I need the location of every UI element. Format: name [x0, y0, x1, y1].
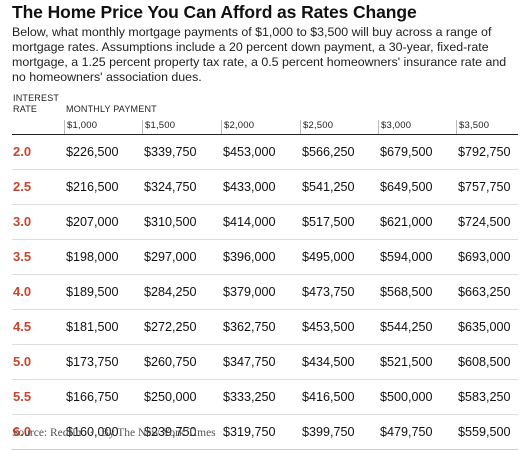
rate-header-line1: INTEREST — [13, 93, 60, 103]
source-separator: · — [89, 427, 94, 439]
home-price-cell: $396,000 — [223, 250, 276, 264]
table-body: 2.0 $226,500 $339,750 $453,000 $566,250 $679,… — [12, 135, 518, 450]
rate-cell: 6.0 — [13, 424, 32, 439]
home-price-cell: $333,250 — [223, 390, 276, 404]
home-price-cell: $693,000 — [458, 250, 511, 264]
home-price-cell: $521,500 — [380, 355, 433, 369]
home-price-cell: $649,500 — [380, 180, 433, 194]
home-price-cell: $362,750 — [223, 320, 276, 334]
rate-cell: 5.0 — [13, 354, 32, 369]
home-price-cell: $479,750 — [380, 425, 433, 439]
source-line: Source: Redfin · By The New York Times — [12, 427, 216, 440]
home-price-cell: $189,500 — [66, 285, 119, 299]
chart-container: The Home Price You Can Afford as Rates C… — [12, 2, 520, 450]
home-price-cell: $500,000 — [380, 390, 433, 404]
table-row: 5.5 $166,750 $250,000 $333,250 $416,500 $500,… — [12, 380, 518, 415]
home-price-cell: $663,250 — [458, 285, 511, 299]
rate-column-header: INTEREST RATE — [13, 93, 63, 115]
table-row: 5.0 $173,750 $260,750 $347,750 $434,500 $521,… — [12, 345, 518, 380]
rate-cell: 3.0 — [13, 214, 32, 229]
column-header-amount: $3,000 — [378, 120, 411, 134]
home-price-cell: $379,000 — [223, 285, 276, 299]
chart-title: The Home Price You Can Afford as Rates C… — [12, 2, 417, 22]
home-price-cell: $594,000 — [380, 250, 433, 264]
monthly-payment-header: MONTHLY PAYMENT — [66, 104, 157, 114]
column-header-amount: $1,500 — [142, 120, 175, 134]
home-price-cell: $559,500 — [458, 425, 511, 439]
table-row: 4.5 $181,500 $272,250 $362,750 $453,500 $544,… — [12, 310, 518, 345]
rate-header-line2: RATE — [13, 104, 38, 114]
home-price-cell: $272,250 — [144, 320, 197, 334]
home-price-cell: $517,500 — [302, 215, 355, 229]
home-price-cell: $635,000 — [458, 320, 511, 334]
home-price-cell: $473,750 — [302, 285, 355, 299]
table-row: 2.5 $216,500 $324,750 $433,000 $541,250 $649,… — [12, 170, 518, 205]
table-header: INTEREST RATE MONTHLY PAYMENT $1,000 $1,5… — [12, 93, 520, 135]
home-price-cell: $216,500 — [66, 180, 119, 194]
table-row: 3.0 $207,000 $310,500 $414,000 $517,500 $621,… — [12, 205, 518, 240]
home-price-cell: $433,000 — [223, 180, 276, 194]
home-price-cell: $250,000 — [144, 390, 197, 404]
column-header-amount: $3,500 — [456, 120, 489, 134]
home-price-cell: $583,250 — [458, 390, 511, 404]
home-price-cell: $198,000 — [66, 250, 119, 264]
home-price-cell: $453,000 — [223, 145, 276, 159]
source-text: Source: Redfin — [12, 427, 82, 439]
chart-subtitle: Below, what monthly mortgage payments of… — [12, 25, 507, 84]
column-header-amount: $1,000 — [64, 120, 97, 134]
home-price-cell: $310,500 — [144, 215, 197, 229]
home-price-cell: $541,250 — [302, 180, 355, 194]
home-price-cell: $621,000 — [380, 215, 433, 229]
home-price-cell: $239,750 — [144, 425, 197, 439]
home-price-cell: $453,500 — [302, 320, 355, 334]
home-price-cell: $166,750 — [66, 390, 119, 404]
home-price-cell: $566,250 — [302, 145, 355, 159]
home-price-cell: $284,250 — [144, 285, 197, 299]
table-row: 4.0 $189,500 $284,250 $379,000 $473,750 $568,… — [12, 275, 518, 310]
home-price-cell: $181,500 — [66, 320, 119, 334]
rate-cell: 4.5 — [13, 319, 32, 334]
home-price-cell: $297,000 — [144, 250, 197, 264]
home-price-cell: $226,500 — [66, 145, 119, 159]
home-price-cell: $207,000 — [66, 215, 119, 229]
credit-text: By The New York Times — [101, 427, 216, 439]
home-price-cell: $173,750 — [66, 355, 119, 369]
home-price-cell: $495,000 — [302, 250, 355, 264]
home-price-cell: $568,500 — [380, 285, 433, 299]
home-price-cell: $260,750 — [144, 355, 197, 369]
home-price-cell: $757,750 — [458, 180, 511, 194]
column-header-amount: $2,000 — [221, 120, 254, 134]
home-price-cell: $414,000 — [223, 215, 276, 229]
home-price-cell: $679,500 — [380, 145, 433, 159]
home-price-cell: $724,500 — [458, 215, 511, 229]
rate-cell: 4.0 — [13, 284, 32, 299]
payment-amount-header-row: $1,000 $1,500 $2,000 $2,500 $3,000 $3,500 — [12, 120, 518, 135]
home-price-cell: $416,500 — [302, 390, 355, 404]
table-row: 2.0 $226,500 $339,750 $453,000 $566,250 $679,… — [12, 135, 518, 170]
rate-cell: 3.5 — [13, 249, 32, 264]
table-row: 6.0 $160,000 $239,750 $319,750 $399,750 $479,… — [12, 415, 518, 450]
rate-cell: 2.0 — [13, 144, 32, 159]
home-price-cell: $608,500 — [458, 355, 511, 369]
home-price-cell: $792,750 — [458, 145, 511, 159]
home-price-cell: $324,750 — [144, 180, 197, 194]
rate-cell: 5.5 — [13, 389, 32, 404]
home-price-cell: $160,000 — [66, 425, 119, 439]
home-price-cell: $544,250 — [380, 320, 433, 334]
table-row: 3.5 $198,000 $297,000 $396,000 $495,000 $594,… — [12, 240, 518, 275]
home-price-cell: $339,750 — [144, 145, 197, 159]
rate-cell: 2.5 — [13, 179, 32, 194]
home-price-cell: $399,750 — [302, 425, 355, 439]
home-price-cell: $347,750 — [223, 355, 276, 369]
home-price-cell: $319,750 — [223, 425, 276, 439]
column-header-amount: $2,500 — [300, 120, 333, 134]
home-price-cell: $434,500 — [302, 355, 355, 369]
